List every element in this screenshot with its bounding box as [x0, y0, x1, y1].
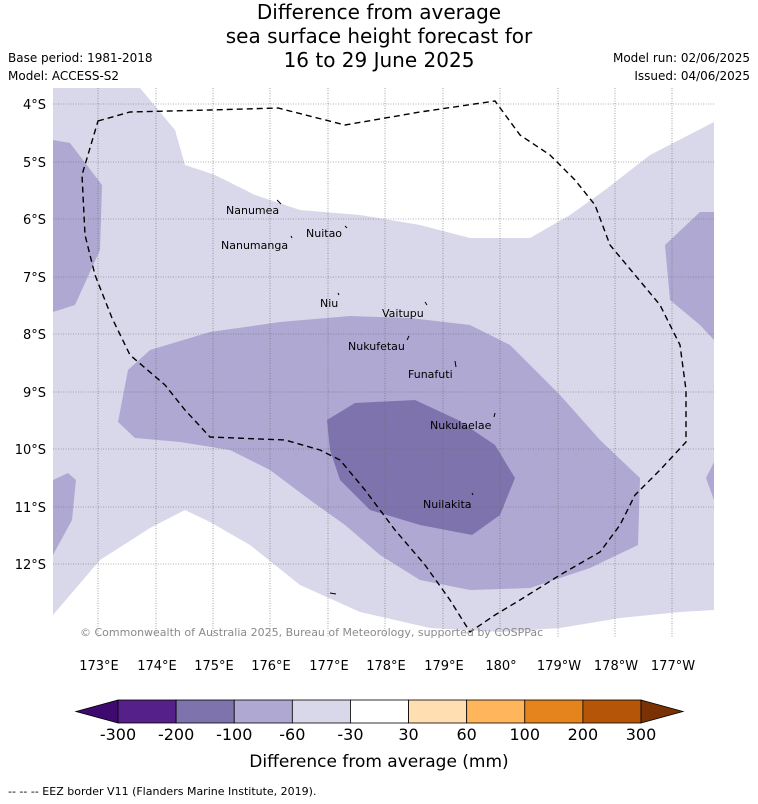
- lon-label: 173°E: [79, 659, 119, 674]
- island-label-nanumea: Nanumea: [226, 204, 279, 217]
- island-label-funafuti: Funafuti: [408, 368, 453, 381]
- meta-left: Base period: 1981-2018 Model: ACCESS-S2: [8, 49, 153, 85]
- island-markers: [276, 199, 496, 595]
- colorbar-segment: [233, 699, 293, 724]
- lon-label: 175°E: [194, 659, 234, 674]
- lon-label: 180°: [485, 659, 516, 674]
- lon-axis-labels: 173°E 174°E 175°E 176°E 177°E 178°E 179°…: [79, 659, 695, 674]
- colorbar-tick-label: 30: [398, 725, 418, 744]
- lat-label: 6°S: [23, 213, 46, 228]
- island-label-nanumanga: Nanumanga: [221, 239, 288, 252]
- island-label-nukufetau: Nukufetau: [348, 340, 405, 353]
- island-label-nuitao: Nuitao: [306, 227, 342, 240]
- colorbar-tick-label: 60: [456, 725, 476, 744]
- lat-label: 10°S: [15, 443, 46, 458]
- lat-label: 5°S: [23, 156, 46, 171]
- colorbar-segment: [466, 699, 526, 724]
- lon-label: 176°E: [251, 659, 291, 674]
- lat-label: 9°S: [23, 386, 46, 401]
- title-line-3: 16 to 29 June 2025: [283, 48, 475, 72]
- colorbar-tick-label: -300: [100, 725, 136, 744]
- anomaly-band-strong: [327, 400, 515, 535]
- lat-label: 8°S: [23, 328, 46, 343]
- title-line-1: Difference from average: [256, 0, 502, 24]
- lon-label: 178°E: [366, 659, 406, 674]
- lon-label: 178°W: [594, 659, 638, 674]
- island-label-vaitupu: Vaitupu: [382, 307, 424, 320]
- island-label-nukulaelae: Nukulaelae: [430, 419, 492, 432]
- graticule: [53, 88, 714, 638]
- anomaly-field: [53, 88, 714, 632]
- lat-label: 11°S: [15, 501, 46, 516]
- model-run: Model run: 02/06/2025: [612, 51, 750, 65]
- lat-label: 4°S: [23, 98, 46, 113]
- issued-date: Issued: 04/06/2025: [634, 69, 750, 83]
- copyright-text: © Commonwealth of Australia 2025, Bureau…: [80, 626, 543, 639]
- lat-axis-labels: 4°S 5°S 6°S 7°S 8°S 9°S 10°S 11°S 12°S: [15, 98, 46, 573]
- colorbar-extend-high: [640, 699, 685, 724]
- anomaly-band-medium-se: [706, 462, 714, 500]
- meta-right: Model run: 02/06/2025 Issued: 04/06/2025: [613, 49, 750, 85]
- eez-footnote: -- -- -- EEZ border V11 (Flanders Marine…: [8, 785, 317, 798]
- title-line-2: sea surface height forecast for: [225, 24, 533, 48]
- lon-label: 177°E: [309, 659, 349, 674]
- colorbar-segment: [350, 699, 409, 724]
- anomaly-band-medium-east: [665, 212, 714, 340]
- colorbar-label: Difference from average (mm): [249, 752, 508, 772]
- lat-label: 7°S: [23, 271, 46, 286]
- island-label-niu: Niu: [320, 297, 338, 310]
- anomaly-band-medium-west: [53, 140, 102, 312]
- colorbar-tick-label: 200: [568, 725, 599, 744]
- lon-label: 179°W: [537, 659, 581, 674]
- model-name: Model: ACCESS-S2: [8, 69, 120, 83]
- colorbar-segment: [175, 699, 235, 724]
- island-label-nuilakita: Nuilakita: [423, 498, 472, 511]
- anomaly-band-medium-sw: [53, 473, 76, 555]
- lon-label: 177°W: [651, 659, 695, 674]
- colorbar-tick-label: -60: [279, 725, 305, 744]
- lat-label: 12°S: [15, 558, 46, 573]
- island-labels: Nanumea Nuitao Nanumanga Niu Vaitupu Nuk…: [221, 204, 492, 511]
- colorbar-tick-label: -30: [337, 725, 363, 744]
- colorbar-tick-label: 300: [626, 725, 657, 744]
- colorbar-segment: [117, 699, 177, 724]
- map-title: Difference from average sea surface heig…: [0, 0, 758, 72]
- eez-border: [81, 100, 687, 633]
- colorbar-tick-label: -200: [158, 725, 194, 744]
- colorbar: -300 -200 -100 -60 -30 30 60 100 200 300 Differenc…: [74, 699, 685, 772]
- colorbar-segment: [582, 699, 642, 724]
- colorbar-extend-low: [74, 699, 119, 724]
- lon-label: 174°E: [137, 659, 177, 674]
- colorbar-segment: [408, 699, 468, 724]
- base-period: Base period: 1981-2018: [8, 51, 153, 65]
- colorbar-tick-label: -100: [216, 725, 252, 744]
- lon-label: 179°E: [424, 659, 464, 674]
- colorbar-tick-label: 100: [510, 725, 541, 744]
- colorbar-segment: [524, 699, 584, 724]
- colorbar-segment: [291, 699, 351, 724]
